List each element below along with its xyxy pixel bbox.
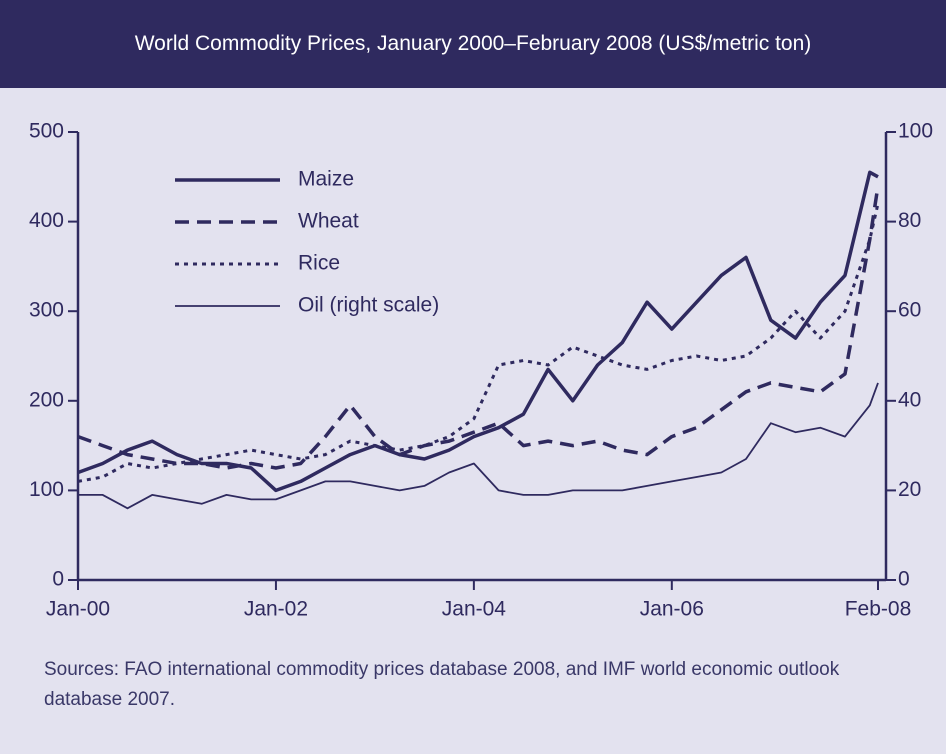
legend-label: Rice bbox=[298, 252, 340, 275]
y2-tick-label: 60 bbox=[898, 299, 921, 322]
y2-tick-label: 80 bbox=[898, 209, 921, 232]
y2-tick-label: 0 bbox=[898, 568, 910, 591]
x-tick-label: Jan-02 bbox=[244, 598, 308, 621]
y-tick-label: 300 bbox=[29, 299, 64, 322]
source-note: Sources: FAO international commodity pri… bbox=[44, 659, 840, 710]
x-tick-label: Jan-04 bbox=[442, 598, 507, 621]
chart: 0 100 200 300 400 500 0 20 40 60 80 100 Jan-00 Jan-02… bbox=[29, 120, 933, 621]
legend-label: Maize bbox=[298, 168, 354, 191]
series-line bbox=[77, 185, 880, 470]
series-line bbox=[78, 382, 879, 510]
series-line bbox=[77, 203, 880, 483]
y2-tick-label: 100 bbox=[898, 120, 933, 143]
y-tick-label: 500 bbox=[29, 120, 64, 143]
x-tick-label: Jan-06 bbox=[640, 598, 704, 621]
legend-label: Oil (right scale) bbox=[298, 294, 439, 317]
y2-tick-label: 40 bbox=[898, 388, 921, 411]
x-tick-label: Feb-08 bbox=[845, 598, 912, 621]
series-line bbox=[77, 170, 879, 493]
y-tick-label: 100 bbox=[29, 478, 64, 501]
y-tick-label: 0 bbox=[52, 568, 64, 591]
y-tick-label: 200 bbox=[29, 388, 64, 411]
y-tick-label: 400 bbox=[29, 209, 64, 232]
y2-tick-label: 20 bbox=[898, 478, 921, 501]
x-tick-label: Jan-00 bbox=[46, 598, 110, 621]
legend-label: Wheat bbox=[298, 210, 359, 233]
chart-title: World Commodity Prices, January 2000–Feb… bbox=[0, 0, 946, 88]
